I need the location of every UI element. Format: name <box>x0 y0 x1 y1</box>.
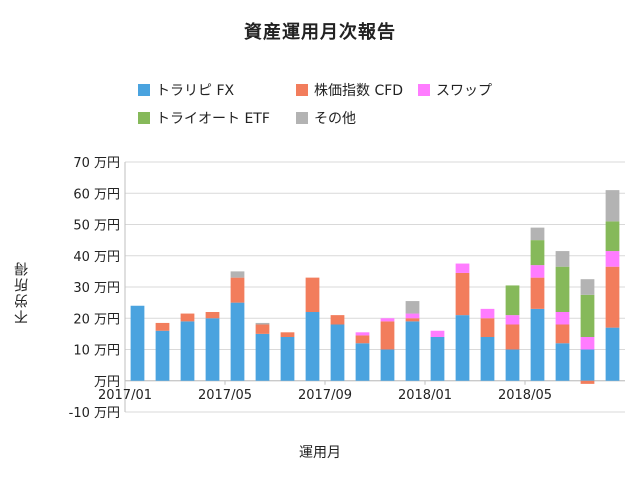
legend-label-swap: スワップ <box>436 83 492 99</box>
bar-segment <box>130 305 145 381</box>
bar-segment <box>280 332 295 337</box>
bar-segment <box>180 321 195 381</box>
bar-segment <box>555 343 570 381</box>
bar-segment <box>330 315 345 325</box>
y-tick-label: 70 万円 <box>73 156 120 171</box>
y-tick-label: 50 万円 <box>73 219 120 234</box>
bar-segment <box>530 227 545 241</box>
bar-segment <box>255 324 270 334</box>
legend-item-swap: スワップ <box>418 80 492 100</box>
bar-segment <box>530 240 545 266</box>
chart-title: 資産運用月次報告 <box>244 22 396 43</box>
bar-segment <box>455 315 470 381</box>
bar-segment <box>180 313 195 322</box>
bar-segment <box>305 312 320 381</box>
y-tick-label: 20 万円 <box>73 312 120 327</box>
y-tick-label: -10 万円 <box>69 406 120 421</box>
bar-segment <box>580 380 595 384</box>
bar-segment <box>430 337 445 381</box>
legend-swatch-other <box>296 112 308 124</box>
bar-segment <box>280 337 295 381</box>
bar-segment <box>580 279 595 295</box>
bar-segment <box>530 265 545 278</box>
bar-segment <box>405 301 420 314</box>
bar-segment <box>380 321 395 350</box>
legend-swatch-swap <box>418 84 430 96</box>
bar-segment <box>605 190 620 222</box>
legend-item-etf: トライオート ETF <box>138 108 270 128</box>
y-tick-label: 万円 <box>94 375 120 390</box>
bar-segment <box>480 318 495 337</box>
y-axis-title: 不労所得 <box>14 260 30 324</box>
bar-segment <box>305 277 320 312</box>
bar-segment <box>580 337 595 350</box>
bar-segment <box>205 318 220 381</box>
legend-swatch-etf <box>138 112 150 124</box>
bar-segment <box>580 294 595 337</box>
bar-segment <box>405 321 420 381</box>
bar-segment <box>230 277 245 303</box>
legend-item-cfd: 株価指数 CFD <box>296 80 403 100</box>
bar-segment <box>505 349 520 381</box>
x-tick-label: 2017/09 <box>298 388 352 403</box>
bar-segment <box>330 324 345 381</box>
bar-segment <box>455 263 470 273</box>
bar-segment <box>155 322 170 331</box>
bar-segment <box>255 333 270 381</box>
bar-segment <box>530 277 545 309</box>
bar-segment <box>430 330 445 337</box>
bar-segment <box>230 302 245 381</box>
bar-segment <box>355 343 370 381</box>
bar-segment <box>405 313 420 319</box>
x-tick-label: 2017/01 <box>98 388 152 403</box>
bar-segment <box>380 349 395 381</box>
bar-segment <box>605 251 620 267</box>
bar-segment <box>530 308 545 381</box>
legend-item-other: その他 <box>296 108 356 128</box>
legend-swatch-fx <box>138 84 150 96</box>
bar-segment <box>155 330 170 381</box>
bar-segment <box>455 272 470 316</box>
legend-label-cfd: 株価指数 CFD <box>314 83 404 99</box>
bar-segment <box>605 327 620 381</box>
y-tick-label: 40 万円 <box>73 250 120 265</box>
legend-label-fx: トラリピ FX <box>156 83 235 99</box>
bar-segment <box>380 318 395 322</box>
bar-segment <box>405 318 420 322</box>
bar-segment <box>480 308 495 319</box>
x-tick-label: 2017/05 <box>198 388 252 403</box>
x-axis-title: 運用月 <box>299 445 341 461</box>
legend-label-other: その他 <box>314 111 356 127</box>
y-tick-label: 60 万円 <box>73 187 120 202</box>
bar-segment <box>555 266 570 312</box>
bar-segment <box>480 337 495 381</box>
y-tick-label: 10 万円 <box>73 344 120 359</box>
bar-segment <box>355 335 370 344</box>
legend-item-fx: トラリピ FX <box>138 80 234 100</box>
x-tick-label: 2018/01 <box>398 388 452 403</box>
bar-segment <box>255 322 270 325</box>
bar-segment <box>505 324 520 350</box>
bar-segment <box>605 266 620 328</box>
legend-label-etf: トライオート ETF <box>156 111 270 127</box>
bar-segment <box>505 285 520 316</box>
bar-segment <box>205 312 220 319</box>
x-tick-label: 2018/05 <box>498 388 552 403</box>
y-tick-label: 30 万円 <box>73 281 120 296</box>
bar-segment <box>555 324 570 344</box>
bar-segment <box>605 221 620 252</box>
bar-segment <box>355 332 370 336</box>
bar-segment <box>580 349 595 381</box>
bar-segment <box>555 251 570 267</box>
bar-segment <box>230 271 245 278</box>
bar-segment <box>555 312 570 325</box>
bar-segment <box>505 315 520 325</box>
legend-swatch-cfd <box>296 84 308 96</box>
